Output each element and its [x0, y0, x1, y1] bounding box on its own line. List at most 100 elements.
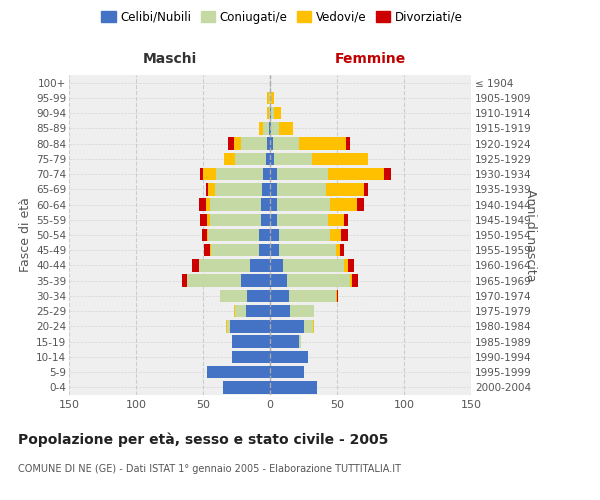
Bar	[220, 290, 247, 302]
Bar	[270, 107, 271, 120]
Text: Femmine: Femmine	[335, 52, 406, 66]
Bar	[203, 168, 217, 180]
Bar	[270, 198, 277, 211]
Bar	[232, 336, 270, 348]
Bar	[287, 274, 350, 287]
Bar	[283, 259, 344, 272]
Bar	[229, 138, 234, 150]
Text: Maschi: Maschi	[142, 52, 197, 66]
Bar	[215, 183, 262, 196]
Bar	[341, 229, 348, 241]
Bar	[348, 259, 355, 272]
Bar	[226, 320, 227, 332]
Bar	[270, 320, 304, 332]
Bar	[304, 320, 313, 332]
Y-axis label: Fasce di età: Fasce di età	[19, 198, 32, 272]
Bar	[200, 214, 207, 226]
Bar	[280, 229, 331, 241]
Bar	[270, 366, 304, 378]
Bar	[270, 152, 274, 165]
Bar	[269, 92, 270, 104]
Bar	[270, 183, 277, 196]
Bar	[192, 259, 199, 272]
Bar	[246, 305, 270, 318]
Bar	[335, 290, 337, 302]
Bar	[270, 122, 271, 134]
Bar	[270, 138, 272, 150]
Bar	[187, 274, 241, 287]
Bar	[260, 198, 270, 211]
Bar	[207, 214, 210, 226]
Bar	[207, 229, 208, 241]
Bar	[337, 290, 338, 302]
Bar	[277, 183, 326, 196]
Bar	[262, 183, 270, 196]
Bar	[270, 274, 287, 287]
Bar	[241, 138, 268, 150]
Bar	[346, 138, 350, 150]
Bar	[274, 152, 311, 165]
Bar	[224, 152, 235, 165]
Bar	[234, 138, 241, 150]
Bar	[271, 122, 280, 134]
Bar	[270, 350, 308, 363]
Bar	[270, 229, 280, 241]
Legend: Celibi/Nubili, Coniugati/e, Vedovi/e, Divorziati/e: Celibi/Nubili, Coniugati/e, Vedovi/e, Di…	[97, 6, 467, 28]
Bar	[299, 336, 301, 348]
Bar	[290, 305, 314, 318]
Bar	[202, 229, 207, 241]
Bar	[311, 152, 368, 165]
Bar	[277, 214, 328, 226]
Bar	[263, 168, 270, 180]
Bar	[280, 122, 293, 134]
Bar	[269, 107, 270, 120]
Bar	[247, 290, 270, 302]
Bar	[270, 336, 299, 348]
Bar	[182, 274, 187, 287]
Bar	[340, 244, 344, 256]
Bar	[266, 152, 270, 165]
Bar	[331, 198, 357, 211]
Bar	[259, 122, 263, 134]
Bar	[232, 350, 270, 363]
Bar	[271, 107, 274, 120]
Bar	[199, 198, 206, 211]
Bar	[206, 198, 210, 211]
Bar	[331, 229, 341, 241]
Bar	[235, 305, 246, 318]
Bar	[280, 244, 335, 256]
Bar	[268, 138, 270, 150]
Bar	[270, 244, 280, 256]
Bar	[230, 320, 270, 332]
Bar	[277, 198, 331, 211]
Bar	[259, 229, 270, 241]
Bar	[260, 214, 270, 226]
Bar	[357, 198, 364, 211]
Bar	[270, 259, 283, 272]
Bar	[259, 244, 270, 256]
Bar	[328, 168, 384, 180]
Bar	[270, 305, 290, 318]
Bar	[328, 214, 344, 226]
Bar	[208, 183, 215, 196]
Bar	[208, 229, 259, 241]
Bar	[223, 381, 270, 394]
Bar	[270, 92, 271, 104]
Bar	[272, 138, 299, 150]
Bar	[263, 122, 269, 134]
Bar	[326, 183, 364, 196]
Bar	[384, 168, 391, 180]
Bar	[227, 320, 230, 332]
Bar	[210, 244, 211, 256]
Bar	[270, 381, 317, 394]
Y-axis label: Anni di nascita: Anni di nascita	[524, 188, 538, 281]
Bar	[270, 168, 277, 180]
Bar	[344, 214, 348, 226]
Bar	[210, 214, 260, 226]
Bar	[211, 244, 259, 256]
Bar	[270, 290, 289, 302]
Bar	[268, 107, 269, 120]
Bar	[199, 259, 250, 272]
Bar	[289, 290, 335, 302]
Bar	[235, 152, 266, 165]
